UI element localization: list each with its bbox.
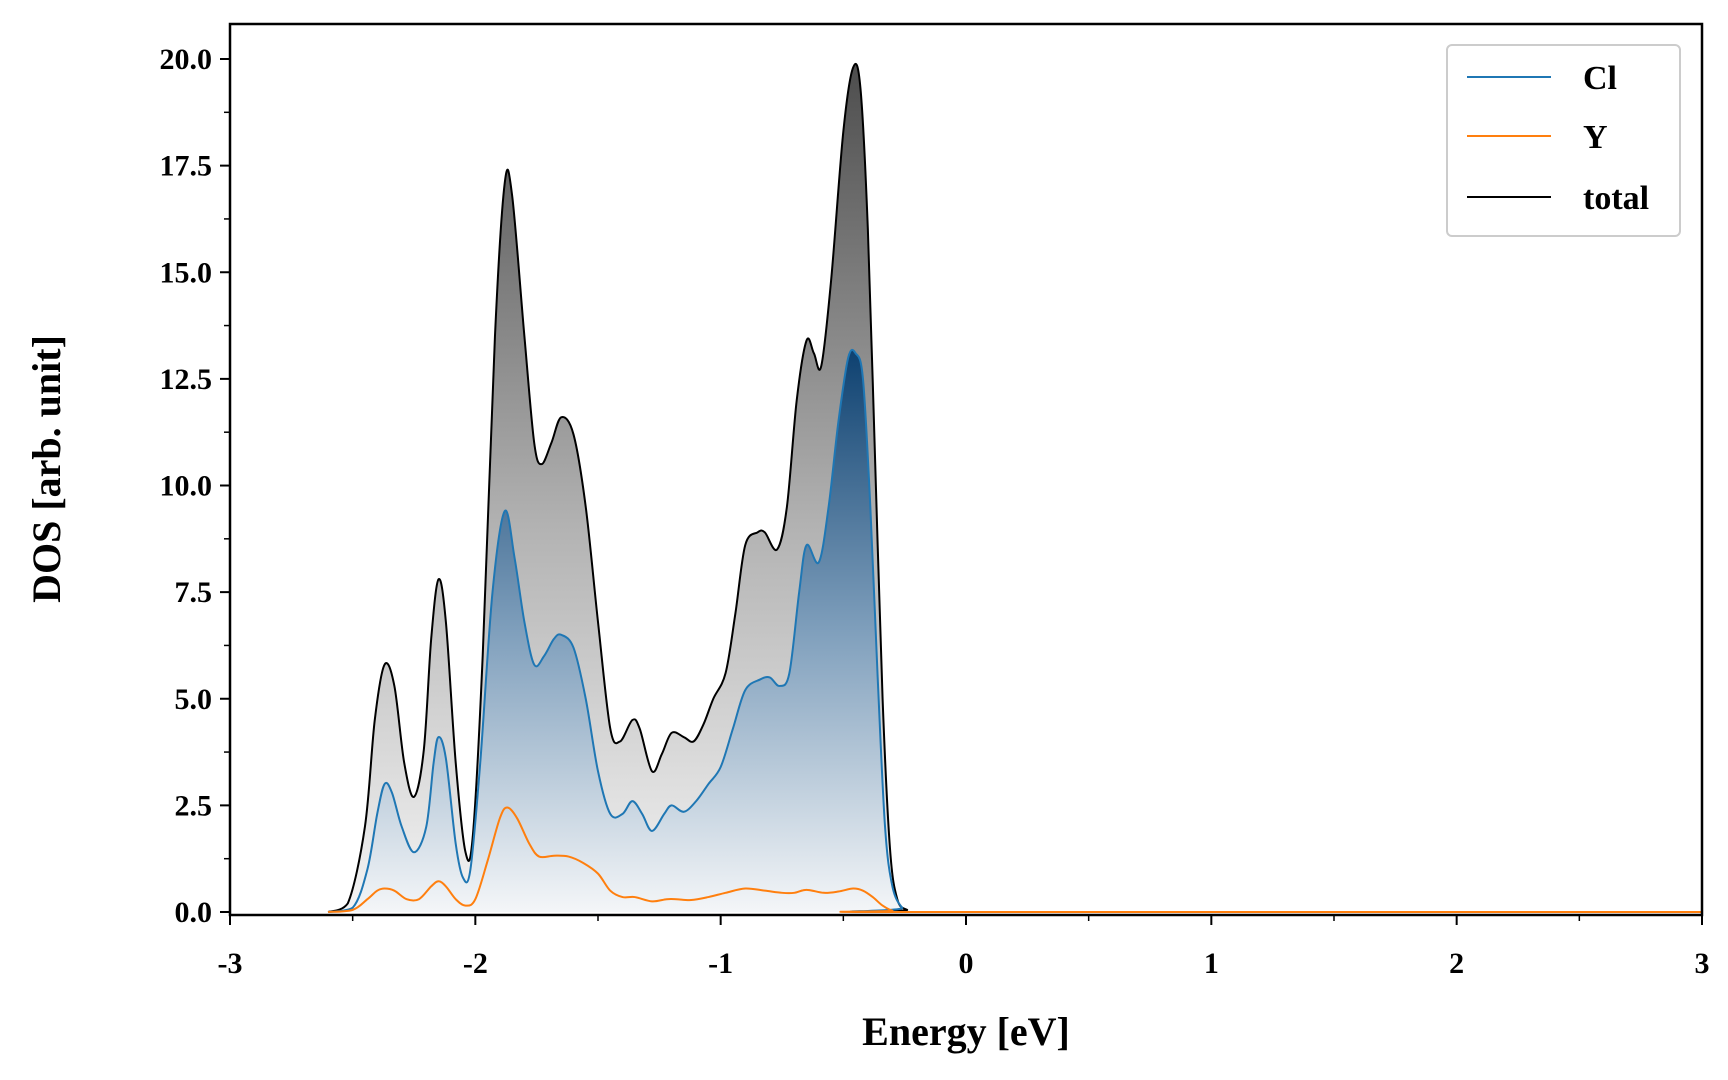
x-tick-label: 2 <box>1449 947 1464 980</box>
x-tick-label: -2 <box>463 947 488 980</box>
legend-label-cl: Cl <box>1583 60 1617 97</box>
x-tick-label: -3 <box>218 947 243 980</box>
series-lines <box>327 63 1702 914</box>
legend-box <box>1446 44 1681 237</box>
y-tick-label: 17.5 <box>160 150 213 183</box>
y-tick-label: 10.0 <box>160 470 213 503</box>
x-tick-label: 3 <box>1695 947 1710 980</box>
y-tick-label: 20.0 <box>160 43 213 76</box>
y-tick-label: 0.0 <box>175 896 213 929</box>
y-tick-label: 5.0 <box>175 683 213 716</box>
legend-label-y: Y <box>1583 119 1608 156</box>
y-axis: 0.0 2.5 5.0 7.5 10.0 12.5 15.0 17.5 20.0 <box>160 43 230 929</box>
x-axis: -3 -2 -1 0 1 2 3 <box>218 915 1710 980</box>
legend: Cl Y total <box>1446 44 1681 237</box>
y-tick-label: 15.0 <box>160 256 213 289</box>
series-line-cl <box>327 348 1702 914</box>
x-axis-label: Energy [eV] <box>862 1009 1070 1054</box>
x-tick-label: -1 <box>708 947 733 980</box>
series-line-total <box>327 63 1702 914</box>
series-line-y <box>328 806 1702 914</box>
legend-label-total: total <box>1583 180 1649 217</box>
y-tick-label: 2.5 <box>175 789 213 822</box>
x-tick-label: 0 <box>959 947 974 980</box>
x-tick-label: 1 <box>1204 947 1219 980</box>
y-tick-label: 7.5 <box>175 576 213 609</box>
y-axis-label: DOS [arb. unit] <box>24 335 69 603</box>
y-tick-label: 12.5 <box>160 363 213 396</box>
